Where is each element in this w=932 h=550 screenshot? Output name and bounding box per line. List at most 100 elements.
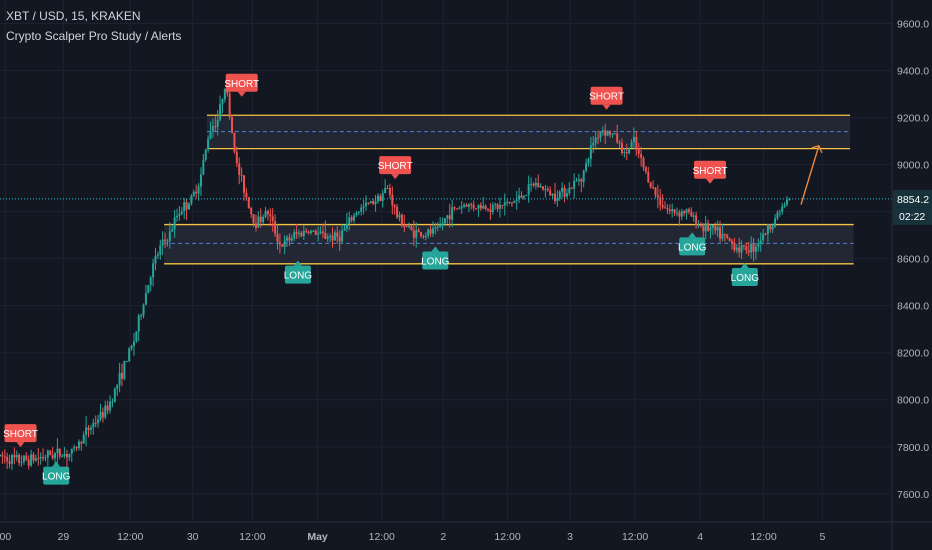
candle-body <box>384 187 387 194</box>
candle-body <box>63 453 66 456</box>
candle-body <box>132 341 135 346</box>
candle-body <box>558 191 561 199</box>
candle-body <box>620 143 623 153</box>
short-signal-label: SHORT <box>378 161 413 172</box>
candle-body <box>176 215 179 218</box>
candle-body <box>283 240 286 247</box>
candle-body <box>99 412 102 420</box>
candle-body <box>542 186 545 190</box>
candle-body <box>20 462 23 464</box>
long-signal-pointer <box>293 260 302 266</box>
candle-body <box>434 227 437 229</box>
x-axis[interactable]: 00 29 12:00 30 12:00 May 12:00 2 12:00 3 12:00 4 12:… <box>0 521 932 543</box>
candle-body <box>142 304 145 316</box>
candle-body <box>199 174 202 187</box>
y-axis[interactable]: 9600.09400.09200.09000.08800.08600.08400… <box>891 0 932 550</box>
study-title[interactable]: Crypto Scalper Pro Study / Alerts <box>6 29 182 43</box>
x-tick-label: 3 <box>567 531 573 543</box>
candle-body <box>326 236 329 239</box>
candle-body <box>738 247 741 253</box>
candle-body <box>386 187 389 189</box>
candle-body <box>522 195 525 198</box>
candle-body <box>87 427 90 430</box>
candle-body <box>757 243 760 247</box>
candle-body <box>726 234 729 238</box>
candle-body <box>54 453 57 459</box>
candle-body <box>537 182 540 188</box>
candle-body <box>398 214 401 218</box>
candle-body <box>424 235 427 237</box>
candle-body <box>458 208 461 210</box>
candle-body <box>274 221 277 234</box>
candle-body <box>30 454 33 466</box>
candle-body <box>171 229 174 232</box>
arrow-head-icon <box>811 144 823 154</box>
candle-body <box>589 145 592 159</box>
candle-body <box>238 163 241 175</box>
candle-body <box>250 208 253 215</box>
candle-body <box>161 239 164 246</box>
candle-body <box>704 223 707 232</box>
x-tick-label: 12:00 <box>622 531 648 543</box>
candle-body <box>32 454 35 461</box>
x-tick-label: 30 <box>187 531 199 543</box>
candle-body <box>204 149 207 160</box>
candle-body <box>685 209 688 214</box>
candle-body <box>49 450 52 456</box>
candle-body <box>252 214 255 224</box>
candle-body <box>209 131 212 139</box>
candle-body <box>592 142 595 146</box>
x-tick-label: 5 <box>820 531 826 543</box>
candle-body <box>245 192 248 198</box>
candle-body <box>51 455 54 459</box>
candle-body <box>582 170 585 182</box>
candle-body <box>70 448 73 454</box>
short-signal-pointer <box>602 104 611 110</box>
candle-body <box>116 384 119 389</box>
candle-body <box>465 204 468 207</box>
candle-body <box>195 191 198 194</box>
long-signal-badge <box>679 237 706 256</box>
candle-body <box>415 230 418 238</box>
candle-body <box>642 157 645 168</box>
candle-body <box>513 200 516 204</box>
candle-body <box>25 455 28 460</box>
candle-body <box>778 211 781 213</box>
candle-body <box>664 207 667 209</box>
candle-body <box>652 187 655 189</box>
candle-body <box>716 227 719 231</box>
candle-body <box>118 372 121 385</box>
candle-body <box>484 206 487 209</box>
candle-body <box>719 227 722 239</box>
x-tick-label: 2 <box>440 531 446 543</box>
candle-body <box>776 212 779 219</box>
candle-body <box>353 215 356 221</box>
candle-body <box>443 218 446 224</box>
candle-body <box>568 187 571 194</box>
candle-body <box>372 201 375 204</box>
x-tick-label: 29 <box>57 531 69 543</box>
candle-body <box>123 361 126 379</box>
candle-body <box>601 130 604 133</box>
candle-body <box>549 190 552 196</box>
countdown-tag-bg <box>893 207 932 225</box>
candle-body <box>527 184 530 195</box>
candle-body <box>58 448 61 457</box>
candle-body <box>692 215 695 217</box>
candle-body <box>477 204 480 209</box>
candle-body <box>764 233 767 235</box>
short-signal-badge <box>4 424 37 443</box>
candle-body <box>429 229 432 234</box>
candle-body <box>699 224 702 227</box>
candle-body <box>455 208 458 210</box>
candle-body <box>491 204 494 212</box>
candle-body <box>783 204 786 207</box>
candle-body <box>202 159 205 175</box>
short-signal-pointer <box>16 442 25 448</box>
candle-body <box>735 247 738 251</box>
candle-body <box>197 186 200 194</box>
candle-body <box>503 202 506 206</box>
candle-body <box>106 405 109 411</box>
candle-body <box>420 232 423 237</box>
